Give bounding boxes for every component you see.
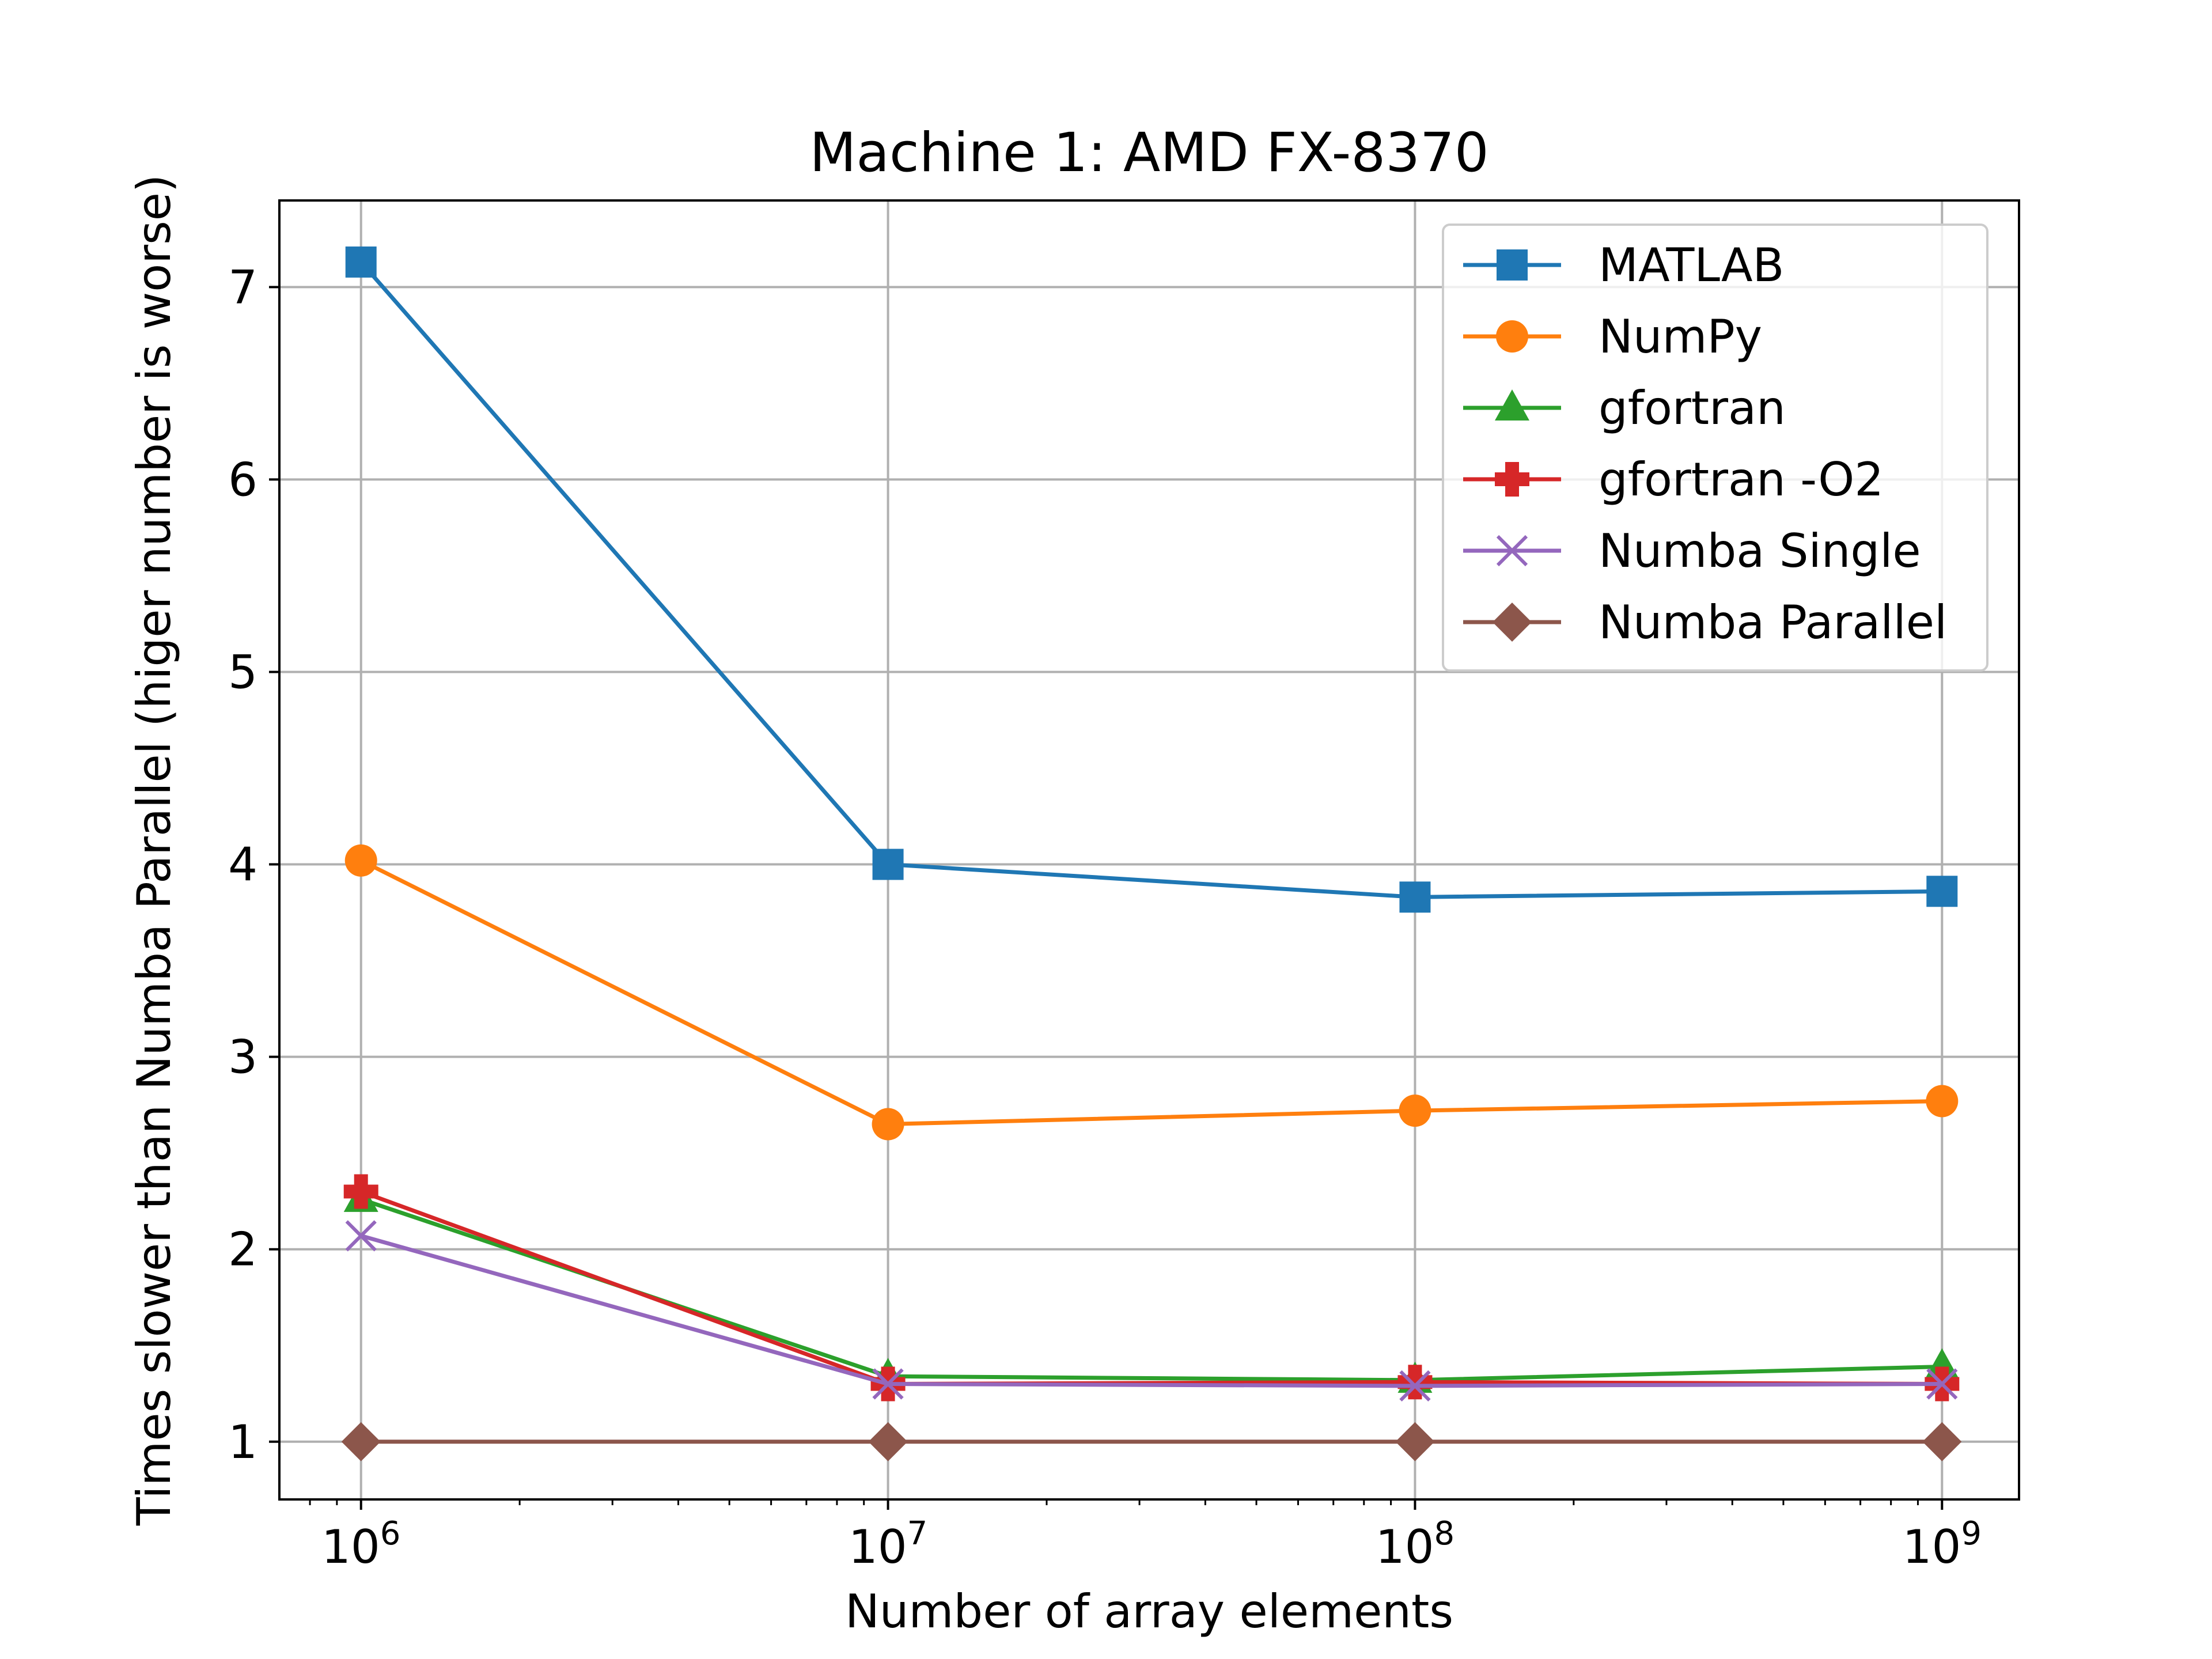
legend-marker-numpy xyxy=(1496,320,1528,353)
chart-title: Machine 1: AMD FX-8370 xyxy=(809,122,1488,184)
legend-item-numpy: NumPy xyxy=(1463,310,1762,363)
data-point-numba-single xyxy=(345,1220,377,1252)
legend-label-numba-parallel: Numba Parallel xyxy=(1599,596,1947,649)
y-axis-label: Times slower than Numba Parallel (higer … xyxy=(127,175,181,1526)
data-point-numpy xyxy=(872,1108,904,1141)
x-tick-label-base: 10 xyxy=(849,1520,907,1574)
series-numpy xyxy=(344,844,1959,1141)
legend-item-gfortran-o2: gfortran -O2 xyxy=(1463,453,1884,506)
data-point-matlab xyxy=(1399,881,1431,913)
y-tick-label: 6 xyxy=(228,453,257,506)
data-point-numba-parallel xyxy=(1922,1422,1962,1461)
x-tick-label-exponent: 7 xyxy=(907,1515,928,1552)
y-tick-label: 3 xyxy=(228,1031,257,1084)
data-point-gfortran-o2 xyxy=(1397,1365,1433,1400)
legend-item-gfortran: gfortran xyxy=(1463,381,1786,435)
x-tick-label-base: 10 xyxy=(1376,1520,1434,1574)
y-tick-label: 1 xyxy=(228,1415,257,1469)
data-point-gfortran xyxy=(1925,1348,1960,1380)
series-line-matlab xyxy=(359,260,1942,899)
data-point-numba-parallel xyxy=(868,1422,908,1461)
x-tick-label: 108 xyxy=(1376,1515,1455,1574)
data-point-numba-parallel xyxy=(341,1422,381,1461)
legend: MATLAB NumPy gfortran gfortran -O2 Numba Sin… xyxy=(1442,224,1988,672)
data-point-matlab xyxy=(872,849,904,880)
x-tick-label: 107 xyxy=(849,1515,927,1574)
data-point-numpy xyxy=(344,844,377,877)
legend-item-matlab: MATLAB xyxy=(1463,238,1784,292)
series-matlab xyxy=(345,246,1958,913)
series-numba-single xyxy=(345,1220,1958,1402)
series-line-numpy xyxy=(360,858,1942,1127)
series-layer xyxy=(341,246,1962,1461)
x-tick-label-base: 10 xyxy=(1903,1520,1961,1574)
legend-label-matlab: MATLAB xyxy=(1599,238,1784,292)
series-numba-parallel xyxy=(341,1422,1962,1461)
x-tick-label: 109 xyxy=(1903,1515,1982,1574)
x-axis-label: Number of array elements xyxy=(845,1585,1453,1638)
data-point-matlab xyxy=(345,246,377,278)
data-point-numba-single xyxy=(872,1368,904,1400)
y-tick-label: 2 xyxy=(228,1223,257,1277)
legend-label-numba-single: Numba Single xyxy=(1599,524,1921,578)
legend-item-numba-single: Numba Single xyxy=(1463,524,1921,578)
data-point-numba-parallel xyxy=(1395,1422,1435,1461)
legend-marker-numba-single xyxy=(1496,535,1528,567)
data-point-numpy xyxy=(1926,1085,1959,1118)
x-tick-label-exponent: 6 xyxy=(380,1515,401,1552)
series-line-numba-single xyxy=(360,1233,1942,1388)
data-point-gfortran-o2 xyxy=(343,1174,378,1209)
legend-marker-gfortran xyxy=(1495,389,1529,421)
legend-label-gfortran: gfortran xyxy=(1599,381,1786,435)
x-tick-label: 106 xyxy=(321,1515,400,1574)
data-point-matlab xyxy=(1926,876,1958,907)
plot-frame xyxy=(278,199,2020,1501)
legend-label-gfortran-o2: gfortran -O2 xyxy=(1599,453,1884,506)
data-point-numba-single xyxy=(1399,1370,1431,1402)
legend-marker-matlab xyxy=(1497,249,1528,281)
legend-marker-gfortran-o2 xyxy=(1495,462,1529,497)
legend-marker-numba-parallel xyxy=(1493,603,1532,642)
y-tick-label: 4 xyxy=(228,838,257,892)
legend-label-numpy: NumPy xyxy=(1599,310,1762,363)
legend-item-numba-parallel: Numba Parallel xyxy=(1463,596,1947,649)
y-tick-label: 7 xyxy=(228,260,257,314)
x-tick-label-exponent: 9 xyxy=(1961,1515,1982,1552)
data-point-numba-single xyxy=(1926,1368,1958,1400)
x-tick-label-base: 10 xyxy=(321,1520,380,1574)
y-tick-label: 5 xyxy=(228,645,257,699)
data-point-numpy xyxy=(1399,1094,1431,1127)
x-tick-label-exponent: 8 xyxy=(1434,1515,1455,1552)
legend-box xyxy=(1442,224,1988,672)
